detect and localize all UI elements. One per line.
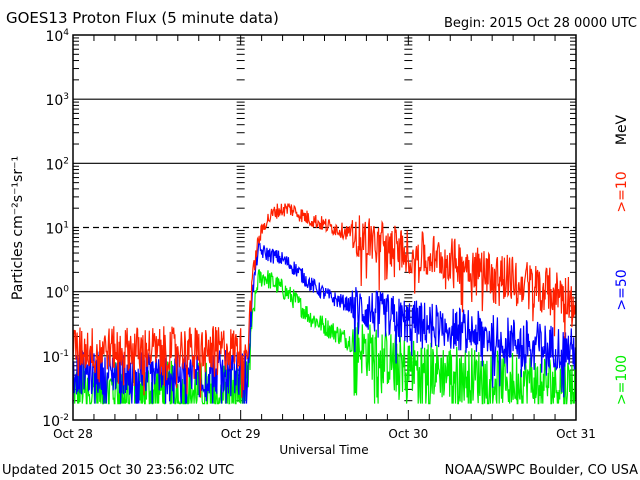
- updated-timestamp: Updated 2015 Oct 30 23:56:02 UTC: [2, 463, 234, 478]
- credit-label: NOAA/SWPC Boulder, CO USA: [445, 463, 638, 478]
- chart-title: GOES13 Proton Flux (5 minute data): [6, 9, 279, 27]
- y-axis-label: Particles cm⁻²s⁻¹sr⁻¹: [10, 156, 26, 300]
- y-tick-label: 103: [45, 92, 69, 109]
- legend-unit: MeV: [614, 114, 630, 145]
- y-tick-label: 102: [45, 156, 69, 173]
- y-tick-label: 10-1: [42, 349, 69, 366]
- x-tick-label: Oct 30: [388, 427, 428, 441]
- y-tick-labels: 104 103 102 101 100 10-1 10-2: [42, 28, 69, 430]
- y-tick-label: 101: [45, 221, 69, 238]
- y-tick-label: 104: [45, 28, 69, 45]
- x-tick-label: Oct 28: [53, 427, 93, 441]
- y-tick-label: 100: [45, 285, 69, 302]
- series-line-ge50: [72, 241, 576, 404]
- begin-label: Begin: 2015 Oct 28 0000 UTC: [444, 16, 637, 31]
- legend-ge10: >=10: [614, 171, 630, 212]
- x-tick-labels: Oct 28 Oct 29 Oct 30 Oct 31: [53, 427, 596, 441]
- legend-ge100: >=100: [614, 355, 630, 405]
- plot-frame: [72, 34, 577, 421]
- x-axis-label: Universal Time: [279, 443, 368, 457]
- legend: MeV >=10 >=50 >=100: [614, 114, 630, 405]
- series-line-ge10: [72, 202, 576, 398]
- y-tick-label: 10-2: [42, 413, 69, 430]
- series-group: [72, 202, 576, 405]
- legend-ge50: >=50: [614, 269, 630, 310]
- series-line-ge100: [72, 269, 576, 405]
- x-tick-label: Oct 29: [221, 427, 261, 441]
- x-tick-label: Oct 31: [556, 427, 596, 441]
